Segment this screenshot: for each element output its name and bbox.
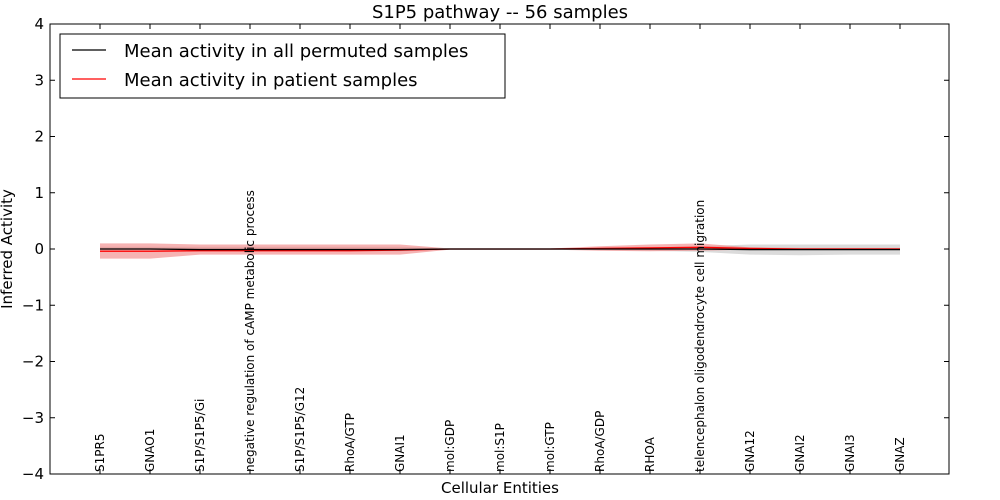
category-label: RhoA/GDP	[593, 411, 607, 472]
y-tick-label: −2	[22, 353, 44, 371]
y-tick-label: 2	[34, 128, 44, 146]
y-tick-label: 3	[34, 71, 44, 89]
category-label: GNAO1	[143, 429, 157, 472]
category-label: GNAI3	[843, 434, 857, 472]
legend: Mean activity in all permuted samples Me…	[59, 33, 506, 99]
series-lines	[100, 246, 900, 252]
y-axis-label: Inferred Activity	[0, 189, 16, 309]
category-label: mol:S1P	[493, 423, 507, 472]
series-line-permuted	[100, 248, 900, 251]
category-label: S1P/S1P5/Gi	[193, 399, 207, 472]
y-tick-label: 4	[34, 15, 44, 33]
y-tick-label: −4	[22, 465, 44, 483]
category-label: mol:GDP	[443, 420, 457, 472]
y-tick-label: 0	[34, 240, 44, 258]
category-label: GNA12	[743, 430, 757, 472]
category-label: S1P/S1P5/G12	[293, 387, 307, 472]
category-label: RhoA/GTP	[343, 413, 357, 472]
x-axis-label: Cellular Entities	[441, 479, 559, 497]
category-label: GNAZ	[893, 437, 907, 472]
category-label: negative regulation of cAMP metabolic pr…	[243, 190, 257, 472]
category-label: RHOA	[643, 436, 657, 472]
legend-box	[59, 33, 506, 99]
category-label: mol:GTP	[543, 422, 557, 472]
y-tick-label: 1	[34, 184, 44, 202]
legend-label-patient: Mean activity in patient samples	[124, 70, 418, 91]
category-label: telencephalon oligodendrocyte cell migra…	[693, 200, 707, 472]
x-axis-ticks	[99, 24, 901, 474]
category-label: GNAI2	[793, 434, 807, 472]
category-labels: S1PR5 GNAO1 S1P/S1P5/Gi negative regulation…	[93, 190, 907, 472]
chart-title: S1P5 pathway -- 56 samples	[372, 2, 628, 23]
legend-label-permuted: Mean activity in all permuted samples	[124, 41, 468, 62]
category-label: S1PR5	[93, 434, 107, 472]
category-label: GNAI1	[393, 434, 407, 472]
y-tick-label: −3	[22, 409, 44, 427]
y-tick-label: −1	[22, 296, 44, 314]
y-axis-ticks: 4 3 2 1 0 −1 −2 −3 −4	[22, 15, 949, 483]
